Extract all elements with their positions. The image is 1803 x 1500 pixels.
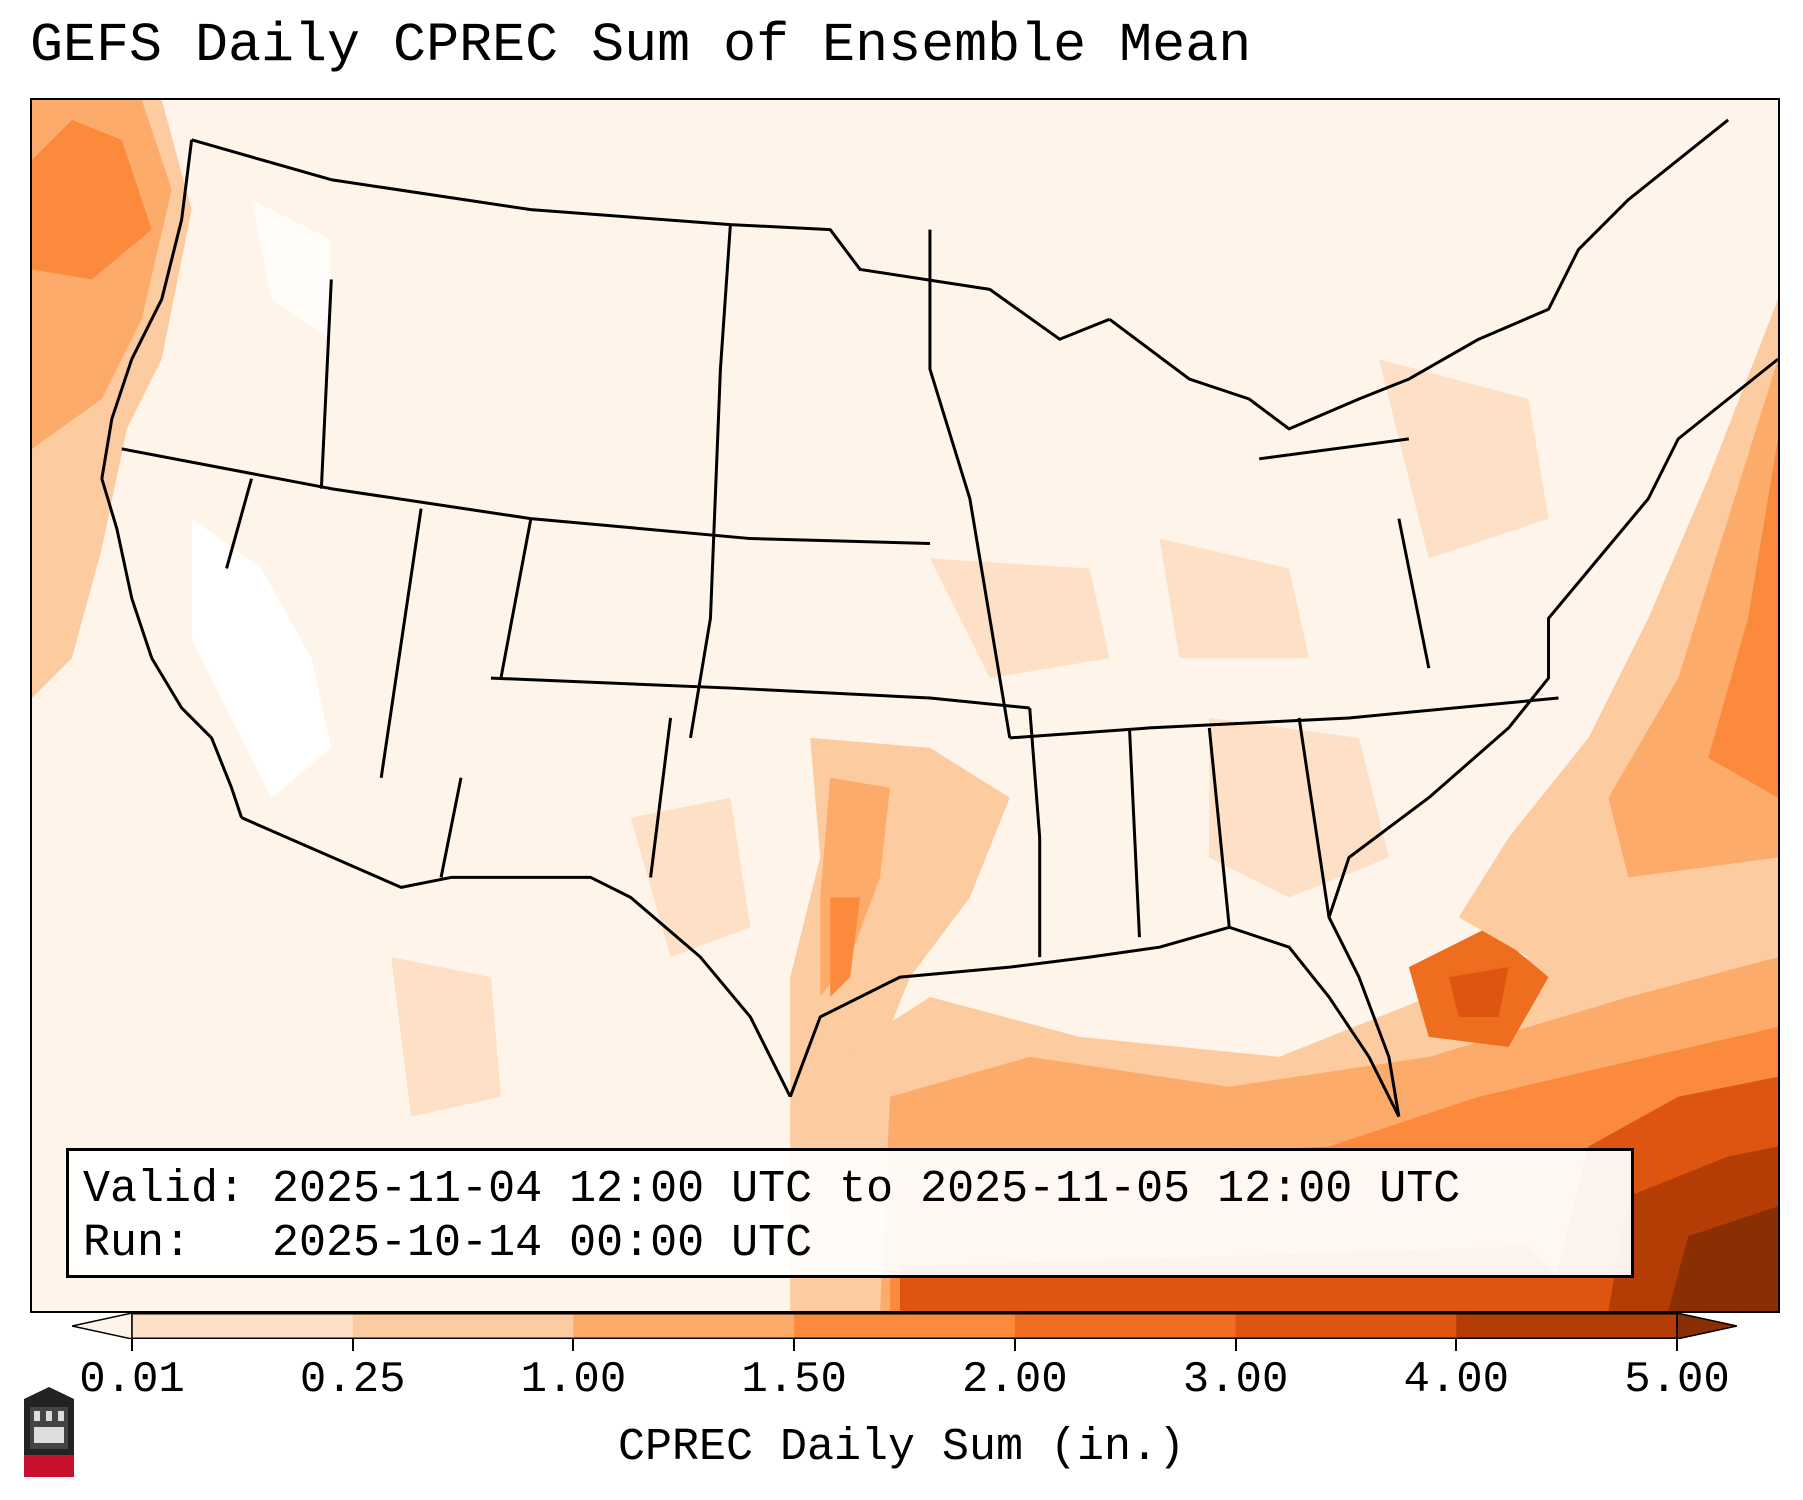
colorbar-tick-mark <box>1234 1339 1237 1351</box>
colorbar-segment <box>573 1313 795 1339</box>
valid-run-info-box: Valid: 2025-11-04 12:00 UTC to 2025-11-0… <box>66 1148 1634 1278</box>
colorbar-tick-mark <box>793 1339 796 1351</box>
colorbar-segment <box>132 1313 354 1339</box>
colorbar-tick-mark <box>131 1339 133 1351</box>
colorbar-extend-high <box>1676 1313 1737 1339</box>
colorbar-label: CPREC Daily Sum (in.) <box>617 1422 1186 1473</box>
colorbar-tick-label: 3.00 <box>1182 1355 1289 1405</box>
colorbar-segment <box>1456 1313 1678 1339</box>
map-panel <box>30 98 1780 1313</box>
niu-logo <box>24 1387 74 1477</box>
colorbar-tick-mark <box>572 1339 575 1351</box>
colorbar-segment <box>1014 1313 1237 1339</box>
colorbar-tick-mark <box>1676 1339 1678 1351</box>
colorbar-tick-label: 1.00 <box>520 1355 627 1405</box>
valid-time-line: Valid: 2025-11-04 12:00 UTC to 2025-11-0… <box>83 1164 1461 1215</box>
colorbar-tick-mark <box>1013 1339 1016 1351</box>
colorbar-tick-mark <box>1455 1339 1458 1351</box>
colorbar-segment <box>352 1313 574 1339</box>
colorbar-segment <box>1235 1313 1457 1339</box>
chart-title: GEFS Daily CPREC Sum of Ensemble Mean <box>30 14 1252 77</box>
colorbar-tick-label: 2.00 <box>962 1355 1068 1405</box>
colorbar-bar <box>72 1313 1737 1339</box>
colorbar-segment <box>794 1313 1016 1339</box>
colorbar-tick-mark <box>351 1339 354 1351</box>
precipitation-field <box>32 100 1778 1311</box>
colorbar-tick-label: 1.50 <box>741 1355 847 1405</box>
colorbar-tick-label: 0.25 <box>299 1355 406 1405</box>
run-time-line: Run: 2025-10-14 00:00 UTC <box>83 1218 813 1269</box>
colorbar-tick-label: 4.00 <box>1403 1355 1510 1405</box>
colorbar-tick-label: 5.00 <box>1624 1355 1730 1405</box>
precipitation-map <box>32 100 1778 1311</box>
colorbar-extend-low <box>72 1313 133 1339</box>
state-borders <box>100 118 1778 1118</box>
colorbar <box>72 1313 1737 1339</box>
colorbar-tick-label: 0.01 <box>79 1355 185 1405</box>
